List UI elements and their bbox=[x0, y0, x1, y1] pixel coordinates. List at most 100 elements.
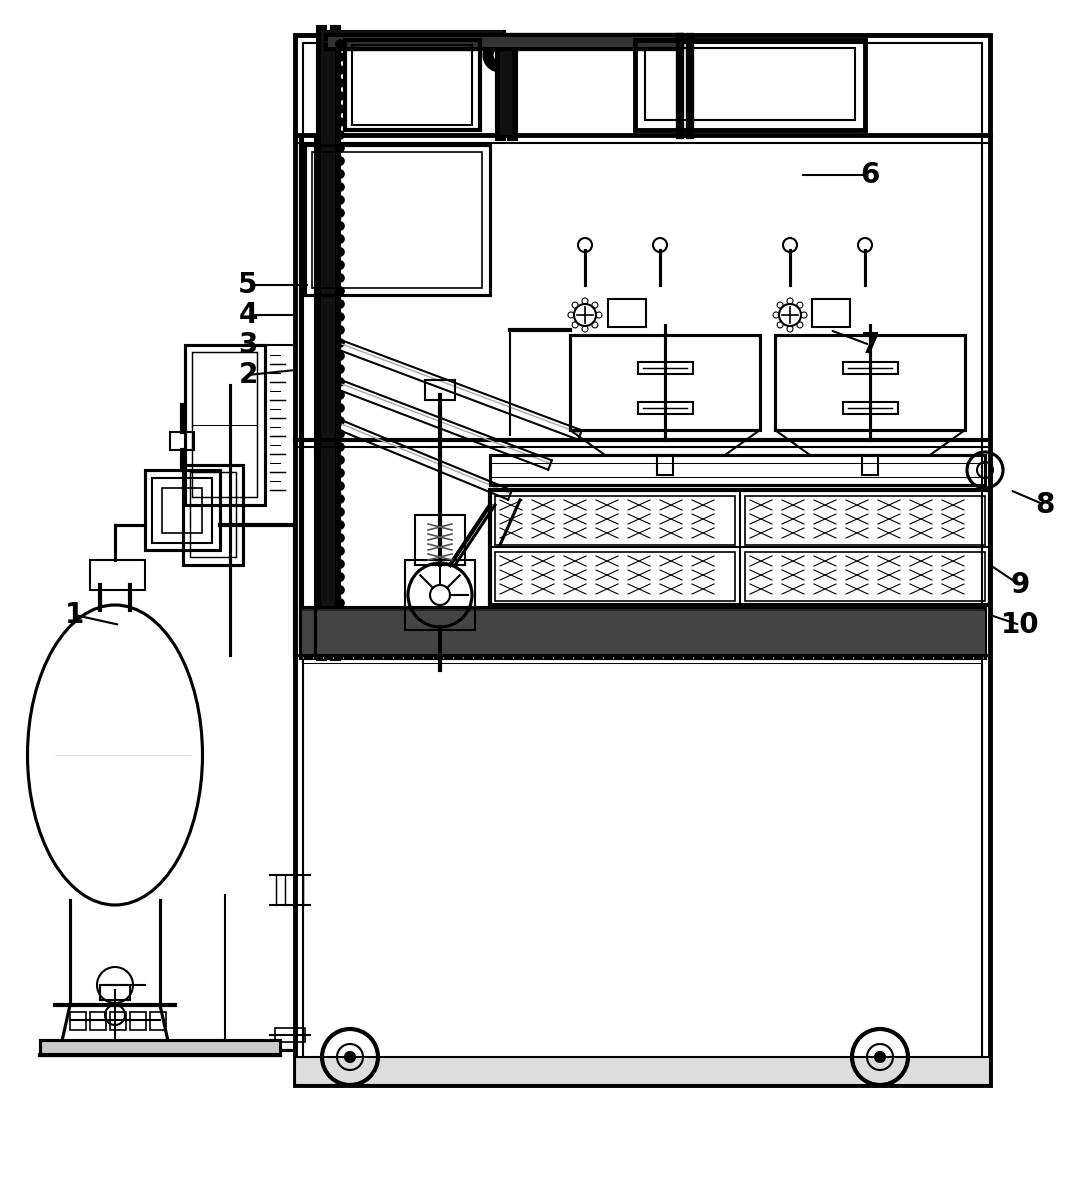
Bar bbox=[89, 1012, 106, 1030]
Bar bbox=[608, 299, 646, 327]
Text: 1: 1 bbox=[65, 601, 85, 629]
Bar bbox=[295, 655, 990, 1085]
Circle shape bbox=[336, 561, 344, 568]
Bar bbox=[303, 43, 982, 1077]
Bar bbox=[328, 37, 680, 47]
Circle shape bbox=[336, 587, 344, 594]
Bar bbox=[843, 402, 898, 414]
Circle shape bbox=[336, 611, 344, 620]
Circle shape bbox=[336, 300, 344, 308]
Circle shape bbox=[336, 313, 344, 321]
Circle shape bbox=[336, 66, 344, 73]
Circle shape bbox=[336, 209, 344, 217]
Circle shape bbox=[336, 261, 344, 269]
Circle shape bbox=[336, 274, 344, 282]
Circle shape bbox=[336, 287, 344, 295]
Bar bbox=[415, 515, 465, 565]
Circle shape bbox=[336, 456, 344, 465]
Bar bbox=[275, 1029, 305, 1042]
Bar bbox=[635, 40, 865, 130]
Circle shape bbox=[336, 145, 344, 152]
Bar bbox=[638, 361, 693, 374]
Bar bbox=[152, 478, 212, 543]
Circle shape bbox=[336, 105, 344, 113]
Text: 3: 3 bbox=[238, 331, 257, 359]
Bar bbox=[300, 611, 985, 654]
Circle shape bbox=[336, 235, 344, 243]
Circle shape bbox=[336, 222, 344, 230]
Circle shape bbox=[336, 326, 344, 334]
Circle shape bbox=[336, 182, 344, 191]
Circle shape bbox=[336, 169, 344, 178]
Circle shape bbox=[336, 482, 344, 491]
Circle shape bbox=[336, 574, 344, 581]
Bar bbox=[352, 45, 472, 124]
Circle shape bbox=[336, 598, 344, 607]
Bar bbox=[40, 1040, 280, 1055]
Circle shape bbox=[336, 79, 344, 87]
Text: 7: 7 bbox=[861, 331, 879, 359]
Bar bbox=[110, 1012, 125, 1030]
Text: 10: 10 bbox=[1000, 611, 1040, 639]
Bar bbox=[300, 607, 985, 658]
Bar bbox=[405, 561, 475, 630]
Circle shape bbox=[336, 638, 344, 646]
Text: 4: 4 bbox=[238, 301, 257, 329]
Text: 6: 6 bbox=[861, 161, 879, 188]
Bar bbox=[295, 36, 990, 1085]
Text: 5: 5 bbox=[238, 271, 257, 299]
Circle shape bbox=[345, 1052, 355, 1062]
Circle shape bbox=[336, 365, 344, 373]
Bar bbox=[149, 1012, 166, 1030]
Bar bbox=[490, 491, 990, 606]
Bar bbox=[170, 433, 194, 450]
Circle shape bbox=[336, 352, 344, 360]
Bar bbox=[190, 472, 236, 557]
Bar bbox=[145, 470, 220, 550]
Bar bbox=[185, 345, 265, 505]
Bar bbox=[70, 1012, 86, 1030]
Bar bbox=[570, 335, 760, 430]
Bar bbox=[192, 352, 257, 497]
Circle shape bbox=[336, 404, 344, 412]
Circle shape bbox=[336, 430, 344, 438]
Bar bbox=[321, 30, 335, 655]
Circle shape bbox=[336, 339, 344, 347]
Bar bbox=[303, 662, 982, 1077]
Bar bbox=[305, 145, 490, 295]
Bar bbox=[500, 43, 512, 135]
Circle shape bbox=[336, 53, 344, 60]
Text: 2: 2 bbox=[238, 361, 257, 389]
Circle shape bbox=[336, 495, 344, 502]
Bar bbox=[295, 1057, 990, 1085]
Circle shape bbox=[336, 443, 344, 451]
Bar bbox=[495, 552, 735, 601]
Circle shape bbox=[336, 534, 344, 542]
Circle shape bbox=[336, 469, 344, 478]
Bar bbox=[345, 40, 480, 130]
Bar bbox=[425, 380, 455, 401]
Text: 9: 9 bbox=[1010, 571, 1030, 598]
Circle shape bbox=[336, 40, 344, 49]
Bar bbox=[312, 152, 482, 288]
Bar bbox=[843, 361, 898, 374]
Circle shape bbox=[336, 521, 344, 529]
Circle shape bbox=[336, 92, 344, 100]
Circle shape bbox=[336, 132, 344, 139]
Circle shape bbox=[336, 417, 344, 425]
Circle shape bbox=[336, 508, 344, 515]
Bar bbox=[321, 30, 503, 45]
Circle shape bbox=[336, 651, 344, 659]
Bar bbox=[183, 465, 243, 565]
Bar bbox=[89, 561, 145, 590]
Text: 8: 8 bbox=[1035, 491, 1055, 519]
Circle shape bbox=[336, 391, 344, 399]
Bar bbox=[745, 497, 985, 545]
Bar bbox=[812, 299, 850, 327]
Bar bbox=[745, 552, 985, 601]
Bar bbox=[490, 455, 985, 485]
Circle shape bbox=[336, 378, 344, 386]
Circle shape bbox=[875, 1052, 885, 1062]
Bar bbox=[645, 49, 855, 120]
Circle shape bbox=[336, 118, 344, 126]
